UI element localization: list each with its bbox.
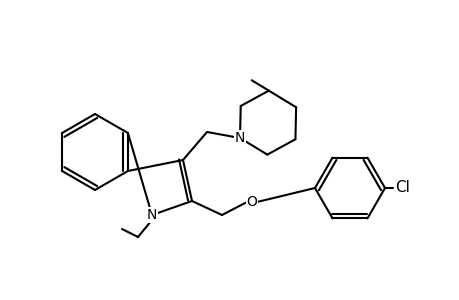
Text: Cl: Cl xyxy=(394,181,409,196)
Text: O: O xyxy=(246,195,257,209)
Text: N: N xyxy=(234,131,245,145)
Text: N: N xyxy=(146,208,157,222)
